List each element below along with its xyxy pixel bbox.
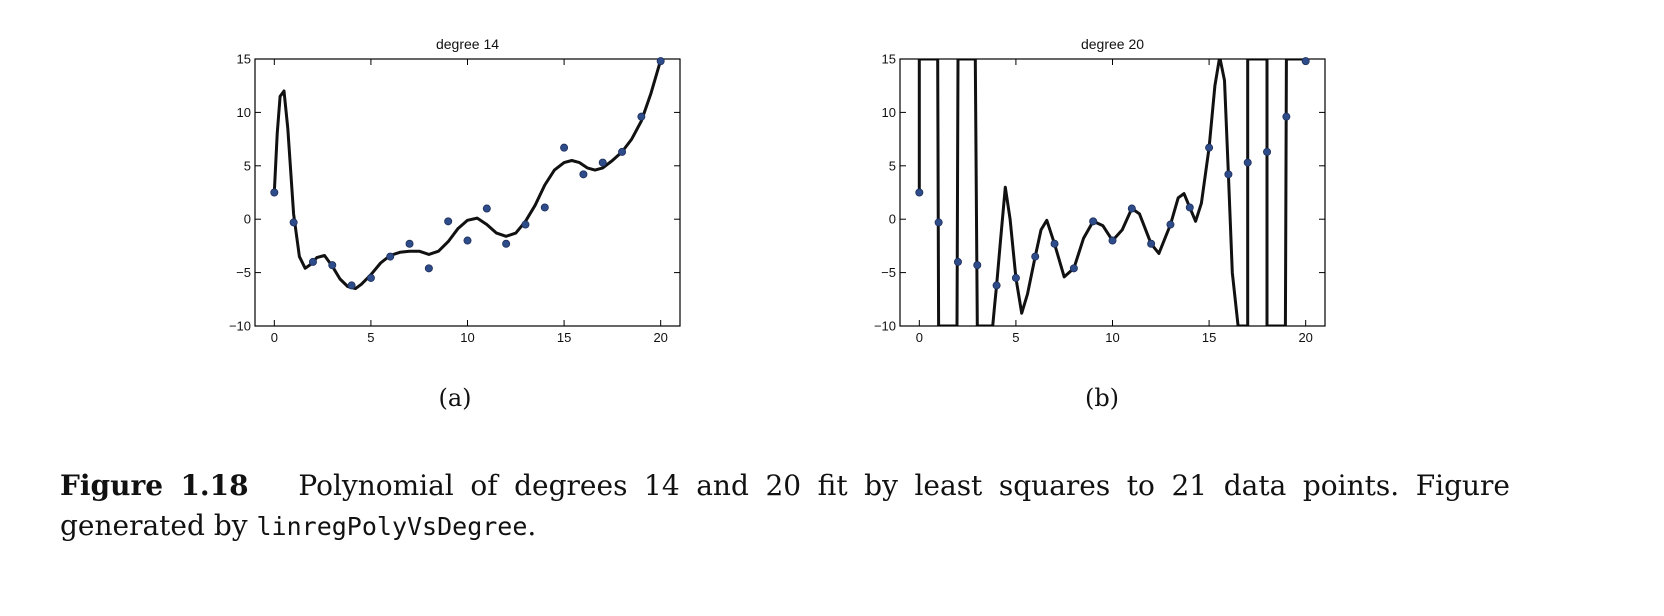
chart-title: degree 20 bbox=[1081, 36, 1144, 52]
data-point bbox=[1282, 112, 1291, 121]
y-tick-label: 5 bbox=[889, 158, 896, 173]
panel-a: degree 14 0 5 10 15 20 15 10 5 0 −5 −10 bbox=[225, 30, 785, 360]
y-tick-label: 10 bbox=[882, 105, 896, 120]
x-tick-label: 20 bbox=[1298, 330, 1312, 345]
subfigure-label-b: (b) bbox=[1084, 384, 1120, 412]
data-point bbox=[502, 239, 511, 248]
x-tick-label: 10 bbox=[460, 330, 474, 345]
data-point bbox=[656, 57, 665, 66]
data-point bbox=[405, 239, 414, 248]
data-point bbox=[540, 203, 549, 212]
data-point bbox=[1108, 236, 1117, 245]
subfigure-label-a: (a) bbox=[438, 384, 472, 412]
x-tick-label: 15 bbox=[1202, 330, 1216, 345]
data-point bbox=[1127, 204, 1136, 213]
plot-frame bbox=[254, 58, 681, 327]
y-tick-label: 10 bbox=[237, 105, 251, 120]
fit-curve bbox=[917, 59, 1308, 326]
data-point bbox=[386, 252, 395, 261]
x-tick-label: 10 bbox=[1105, 330, 1119, 345]
data-point bbox=[618, 147, 627, 156]
data-point bbox=[579, 170, 588, 179]
data-point bbox=[444, 217, 453, 226]
data-point bbox=[915, 188, 924, 197]
x-tick-label: 5 bbox=[1012, 330, 1019, 345]
data-point bbox=[1224, 170, 1233, 179]
y-tick-label: 15 bbox=[237, 52, 251, 67]
data-point bbox=[1147, 239, 1156, 248]
caption-text: Polynomial of degrees 14 and 20 fit by l… bbox=[60, 469, 1510, 542]
data-point bbox=[1069, 264, 1078, 273]
data-point bbox=[934, 218, 943, 227]
caption-end: . bbox=[527, 509, 537, 542]
chart-degree-20: degree 20 0 5 10 15 20 15 10 5 0 −5 −10 bbox=[874, 36, 1326, 345]
data-point bbox=[424, 264, 433, 273]
x-tick-label: 0 bbox=[916, 330, 923, 345]
figure-number: Figure 1.18 bbox=[60, 469, 249, 502]
y-tick-label: −5 bbox=[881, 265, 896, 280]
figure-caption: Figure 1.18 Polynomial of degrees 14 and… bbox=[60, 466, 1510, 547]
panel-b: degree 20 0 5 10 15 20 15 10 5 0 −5 −10 bbox=[870, 30, 1430, 360]
data-point bbox=[1089, 217, 1098, 226]
data-point bbox=[308, 257, 317, 266]
y-tick-label: −5 bbox=[236, 265, 251, 280]
data-point bbox=[270, 188, 279, 197]
data-point bbox=[637, 112, 646, 121]
data-point bbox=[521, 220, 530, 229]
data-point bbox=[598, 158, 607, 167]
data-point bbox=[347, 281, 356, 290]
data-point bbox=[1243, 158, 1252, 167]
x-tick-label: 0 bbox=[271, 330, 278, 345]
x-tick-label: 15 bbox=[557, 330, 571, 345]
x-tick-label: 5 bbox=[367, 330, 374, 345]
data-point bbox=[1050, 239, 1059, 248]
data-point bbox=[1301, 57, 1310, 66]
data-point bbox=[1185, 203, 1194, 212]
y-tick-label: 15 bbox=[882, 52, 896, 67]
fit-curve bbox=[272, 59, 663, 291]
x-tick-label: 20 bbox=[653, 330, 667, 345]
data-point bbox=[463, 236, 472, 245]
chart-title: degree 14 bbox=[436, 36, 499, 52]
y-tick-label: 5 bbox=[244, 158, 251, 173]
caption-code: linregPolyVsDegree bbox=[256, 512, 528, 541]
data-point bbox=[328, 261, 337, 270]
data-point bbox=[1011, 273, 1020, 282]
y-tick-label: −10 bbox=[229, 319, 251, 334]
data-point bbox=[973, 261, 982, 270]
data-point bbox=[482, 204, 491, 213]
y-tick-label: 0 bbox=[244, 212, 251, 227]
data-point bbox=[1205, 143, 1214, 152]
plot-frame bbox=[899, 58, 1326, 327]
data-point bbox=[953, 257, 962, 266]
data-point bbox=[1031, 252, 1040, 261]
y-tick-label: −10 bbox=[874, 319, 896, 334]
y-tick-label: 0 bbox=[889, 212, 896, 227]
data-point bbox=[992, 281, 1001, 290]
data-point bbox=[366, 273, 375, 282]
chart-degree-14: degree 14 0 5 10 15 20 15 10 5 0 −5 −10 bbox=[229, 36, 681, 345]
data-point bbox=[560, 143, 569, 152]
data-point bbox=[1263, 147, 1272, 156]
data-point bbox=[289, 218, 298, 227]
data-point bbox=[1166, 220, 1175, 229]
